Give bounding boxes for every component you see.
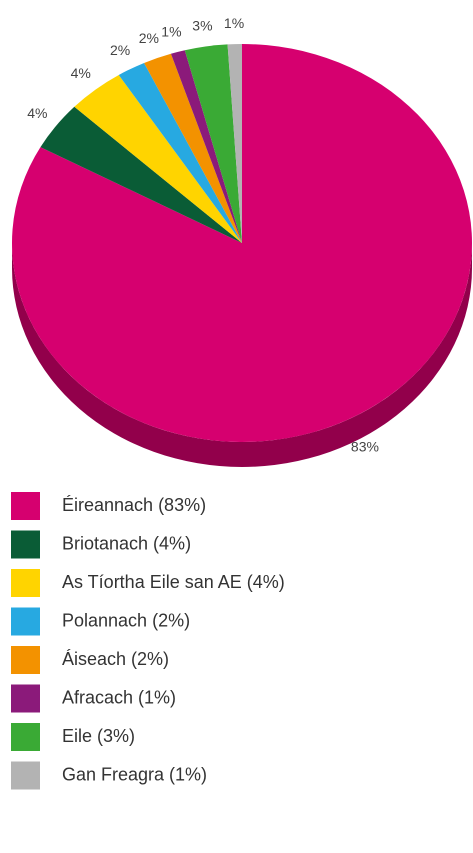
legend-swatch (11, 492, 40, 520)
legend-label: Áiseach (2%) (62, 649, 169, 669)
pie-slice (184, 44, 242, 243)
legend-swatch (11, 530, 40, 559)
pie-slice (40, 106, 242, 244)
data-label: 83% (351, 439, 379, 455)
legend-label: Gan Freagra (1%) (62, 764, 207, 784)
legend-swatch (11, 723, 40, 751)
legend-label: As Tíortha Eile san AE (4%) (62, 572, 285, 592)
pie-slice (118, 62, 242, 243)
pie-slice (170, 50, 242, 243)
legend-swatch (11, 761, 40, 790)
legend-swatch (11, 684, 40, 713)
pie-slice (144, 53, 242, 244)
data-label: 4% (27, 105, 47, 121)
data-label: 3% (192, 17, 212, 33)
pie-slice (227, 44, 242, 243)
data-label: 1% (224, 15, 244, 31)
legend-swatch (11, 607, 40, 636)
data-label: 2% (110, 42, 130, 58)
pie-slice (11, 44, 472, 442)
legend-swatch (11, 569, 40, 597)
legend-label: Eile (3%) (62, 726, 135, 746)
legend-label: Briotanach (4%) (62, 533, 191, 553)
legend-label: Polannach (2%) (62, 610, 190, 630)
legend-label: Afracach (1%) (62, 687, 176, 707)
pie-slice (74, 74, 242, 243)
data-label: 1% (161, 23, 181, 39)
data-label: 2% (139, 30, 159, 46)
legend-swatch (11, 646, 40, 674)
data-label: 4% (71, 65, 91, 81)
legend-label: Éireannach (83%) (62, 495, 206, 515)
